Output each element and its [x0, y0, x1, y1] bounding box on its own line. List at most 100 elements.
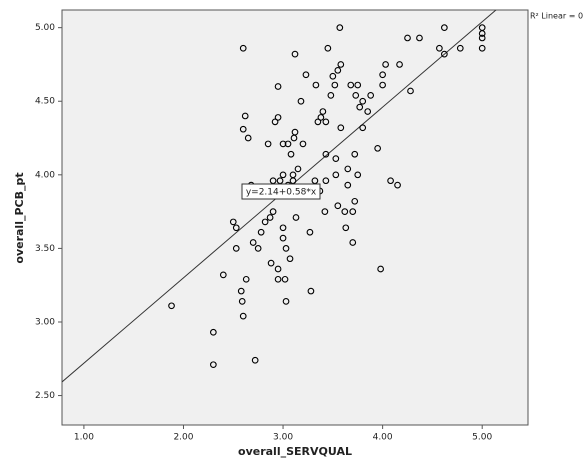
point: [342, 224, 350, 232]
point: [382, 61, 389, 68]
x-tick-label: 2.00: [173, 433, 193, 443]
point: [257, 228, 265, 236]
y-tick-label: 4.50: [35, 97, 55, 107]
point: [291, 128, 299, 136]
point: [456, 44, 464, 52]
point: [336, 24, 344, 32]
point: [349, 208, 357, 215]
point: [302, 71, 310, 79]
point: [394, 181, 401, 189]
x-tick-label: 4.00: [373, 433, 393, 443]
plot-area: [61, 9, 529, 426]
fit-label-box: [241, 183, 321, 200]
point: [337, 124, 345, 132]
point: [416, 34, 423, 42]
point: [441, 50, 448, 58]
point: [478, 44, 486, 52]
point: [407, 87, 414, 95]
point: [249, 239, 257, 246]
point: [274, 114, 282, 121]
point: [367, 92, 375, 99]
point: [319, 108, 327, 115]
point: [294, 165, 302, 173]
point: [306, 228, 314, 236]
point: [359, 97, 367, 105]
point: [404, 34, 411, 42]
point: [364, 108, 372, 115]
point: [289, 171, 297, 179]
y-tick-label: 3.00: [35, 317, 55, 327]
point: [239, 44, 247, 52]
y-axis-title: overall_PCB_pt: [13, 172, 26, 263]
point: [219, 271, 227, 279]
point: [379, 71, 386, 79]
point: [297, 97, 305, 105]
x-tick-label: 3.00: [273, 433, 293, 443]
point: [244, 134, 252, 142]
point: [344, 181, 352, 189]
point: [312, 81, 320, 89]
point: [281, 275, 289, 283]
point: [334, 66, 342, 74]
point: [374, 144, 381, 152]
point: [321, 208, 329, 215]
point: [274, 275, 282, 283]
point: [334, 202, 342, 210]
fit-label: y=2.14+0.58*x: [246, 188, 317, 198]
point: [287, 150, 295, 158]
point: [478, 30, 486, 37]
point: [352, 92, 360, 99]
point: [322, 177, 330, 185]
point: [478, 34, 486, 42]
point: [322, 118, 330, 126]
point: [269, 208, 277, 215]
point: [266, 214, 274, 221]
point: [387, 177, 394, 185]
r2-label: R² Linear = 0.432: [530, 12, 583, 21]
point: [274, 265, 282, 273]
point: [282, 298, 290, 305]
point: [329, 72, 337, 80]
point: [279, 224, 287, 232]
point: [354, 171, 362, 179]
point: [359, 124, 367, 132]
point: [279, 171, 287, 179]
point: [331, 81, 339, 89]
point: [341, 208, 349, 215]
point: [314, 118, 322, 126]
y-tick-label: 4.00: [35, 170, 55, 180]
point: [286, 255, 294, 263]
point: [354, 81, 362, 89]
point: [210, 361, 217, 369]
point: [291, 50, 299, 58]
point: [379, 81, 386, 89]
point: [356, 103, 364, 111]
point: [436, 44, 443, 52]
point: [241, 112, 249, 120]
point: [232, 224, 240, 232]
point: [349, 239, 357, 246]
point: [229, 218, 237, 226]
point: [324, 44, 332, 52]
point: [254, 245, 262, 252]
x-tick-label: 5.00: [472, 433, 492, 443]
point: [317, 114, 325, 121]
point: [332, 155, 340, 162]
point: [279, 234, 287, 242]
point: [261, 218, 269, 226]
point: [251, 356, 259, 364]
point: [210, 328, 217, 336]
point: [351, 150, 359, 158]
point: [344, 165, 352, 173]
point: [299, 140, 307, 148]
point: [337, 61, 345, 68]
point: [237, 287, 245, 295]
y-tick-label: 3.50: [35, 244, 55, 254]
plot: 1.00 2.00 3.00 4.00 5.00 2.50 3.00 3.50 4.00 4.50…: [35, 10, 583, 443]
point: [271, 118, 279, 126]
point: [284, 140, 292, 148]
point: [274, 83, 282, 90]
point: [307, 287, 315, 295]
point: [282, 245, 290, 252]
